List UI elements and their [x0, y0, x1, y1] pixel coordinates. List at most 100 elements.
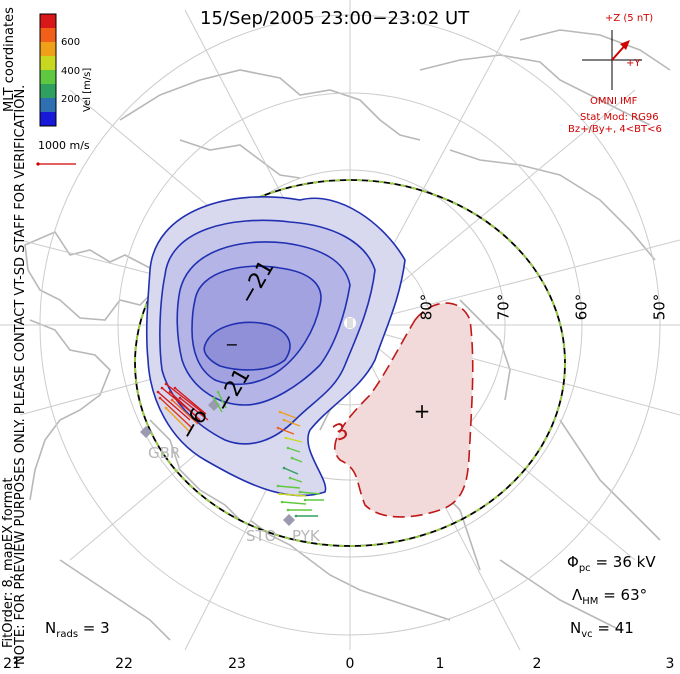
velocity-vector	[279, 493, 307, 497]
hm-latitude: ΛHM = 63°	[572, 586, 648, 607]
coastlines	[24, 29, 671, 641]
velocity-vector-origin	[286, 508, 290, 512]
dusk-convection-cell	[145, 196, 406, 497]
velocity-vector-origin	[173, 386, 177, 390]
velocity-colorbar	[39, 13, 57, 127]
velocity-vector	[179, 397, 209, 421]
velocity-vector-origin	[160, 386, 164, 390]
velocity-vector	[283, 419, 301, 427]
colorbar-segment	[40, 28, 56, 43]
imf-model: Stat Mod: RG96	[580, 112, 659, 123]
velocity-vector-origin	[298, 490, 302, 494]
mlt-tick-21: 21	[3, 656, 21, 672]
velocity-vector-origin	[290, 456, 294, 460]
velocity-vector	[299, 491, 321, 495]
velocity-vector	[157, 391, 191, 421]
velocity-vector	[277, 485, 301, 489]
velocity-vector-origin	[278, 492, 282, 496]
colorbar-segment	[40, 56, 56, 71]
lat-label-70: 70°	[494, 293, 513, 321]
velocity-vector	[279, 411, 297, 419]
lat-label-60: 60°	[572, 293, 591, 321]
velocity-vector	[174, 387, 207, 415]
imf-y-label: +Y	[626, 58, 641, 69]
scale-vector	[36, 162, 76, 166]
velocity-vector	[281, 501, 307, 505]
velocity-vector-origin	[276, 484, 280, 488]
colorbar-tick-200: 200	[61, 94, 81, 105]
lat-label-80: 80°	[417, 293, 436, 321]
velocity-vector-origin	[303, 498, 307, 502]
velocity-vector-origin	[212, 396, 216, 400]
mlt-tick-1: 1	[435, 656, 445, 672]
velocity-vector-origin	[178, 396, 182, 400]
imf-z-label: +Z (5 nT)	[605, 13, 654, 24]
velocity-vector-origin	[288, 476, 292, 480]
velocity-vector	[287, 447, 301, 453]
velocity-vector-origin	[284, 436, 288, 440]
scale-vector-label: 1000 m/s	[38, 139, 90, 152]
velocity-vector	[217, 391, 227, 409]
mlt-tick-22: 22	[115, 656, 133, 672]
colorbar-segment	[40, 42, 56, 57]
mlt-tick-23: 23	[228, 656, 246, 672]
velocity-vector	[283, 467, 299, 475]
velocity-vector	[171, 399, 199, 425]
radar-count: Nrads = 3	[45, 619, 110, 640]
coordinate-label: MLT coordinates	[2, 7, 17, 112]
colorbar-segment	[40, 84, 56, 99]
velocity-vector	[165, 407, 191, 433]
colorbar-label: Vel [m/s]	[82, 67, 93, 112]
potential-minimum-marker: −	[225, 335, 238, 354]
velocity-vector-origin	[276, 426, 280, 430]
colorbar-segment	[40, 98, 56, 113]
velocity-vector-origin	[282, 418, 286, 422]
velocity-vector	[291, 457, 303, 463]
radar-sites	[140, 399, 295, 526]
velocity-vector-origin	[164, 406, 168, 410]
hm-boundary-dash	[134, 179, 566, 547]
velocity-vector	[169, 391, 201, 421]
velocity-vector-origin	[286, 446, 290, 450]
lat-label-50: 50°	[650, 293, 669, 321]
velocity-vector-origin	[156, 390, 160, 394]
velocity-vector	[277, 427, 295, 435]
imf-vector	[611, 40, 630, 61]
mlt-tick-3: 3	[665, 656, 675, 672]
velocity-vector-origin	[158, 396, 162, 400]
cross-polar-potential: Φpc = 36 kV	[567, 553, 656, 574]
velocity-vector	[213, 397, 223, 413]
potential-maximum-marker: +	[414, 399, 431, 423]
mlt-tick-2: 2	[532, 656, 542, 672]
velocity-vector-origin	[170, 398, 174, 402]
velocity-vector-origin	[280, 500, 284, 504]
dawn-convection-cell	[334, 302, 474, 518]
velocity-vector	[289, 477, 303, 483]
velocity-vectors	[156, 382, 324, 518]
colorbar-frame	[39, 13, 57, 127]
plot-title: 15/Sep/2005 23:00−23:02 UT	[200, 8, 470, 29]
radar-label-sto: STO	[246, 527, 277, 545]
velocity-vector	[285, 437, 303, 443]
mlt-tick-0: 0	[345, 656, 355, 672]
colorbar-segment	[40, 14, 56, 29]
radar-label-pyk: PYK	[292, 527, 320, 545]
imf-source: OMNI IMF	[590, 96, 638, 107]
radar-label-gbr: GBR	[148, 444, 181, 462]
velocity-vector	[165, 383, 203, 413]
colorbar-segment	[40, 112, 56, 127]
velocity-vector-origin	[216, 390, 220, 394]
velocity-vector-origin	[164, 382, 168, 386]
colorbar-segment	[40, 70, 56, 85]
velocity-vector-origin	[294, 514, 298, 518]
imf-condition: Bz+/By+, 4<BT<6	[568, 124, 662, 135]
vector-count: Nvc = 41	[570, 619, 634, 640]
colorbar-tick-600: 600	[61, 37, 81, 48]
velocity-vector-origin	[278, 410, 282, 414]
velocity-vector-origin	[168, 390, 172, 394]
colorbar-tick-400: 400	[61, 66, 81, 77]
fit-order-note: FitOrder: 8, mapEX format	[1, 477, 16, 648]
velocity-vector	[159, 397, 193, 429]
velocity-vector-origin	[282, 466, 286, 470]
